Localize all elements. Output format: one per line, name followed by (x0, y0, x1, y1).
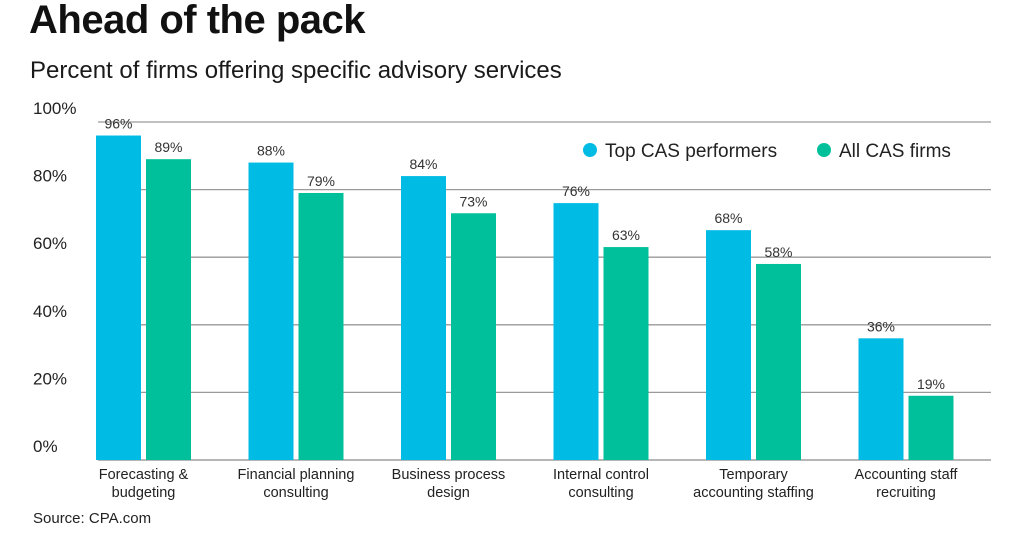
bar (96, 135, 141, 460)
y-tick-label: 0% (33, 437, 58, 456)
y-tick-label: 40% (33, 302, 67, 321)
bar (908, 395, 954, 460)
bar (858, 338, 904, 460)
bar (401, 176, 446, 460)
data-label: 63% (612, 227, 640, 243)
x-tick-label: budgeting (112, 485, 176, 501)
legend-marker (817, 143, 831, 157)
x-tick-label: Forecasting & (99, 467, 189, 483)
data-label: 68% (714, 210, 742, 226)
x-tick-label: Internal control (553, 467, 649, 483)
data-label: 58% (764, 244, 792, 260)
data-label: 73% (459, 193, 487, 209)
data-label: 19% (917, 376, 945, 392)
legend-label: All CAS firms (839, 141, 951, 162)
source-note: Source: CPA.com (33, 510, 152, 527)
x-tick-label: Business process (392, 467, 506, 483)
bar (248, 162, 294, 460)
bar (146, 159, 191, 460)
bar (603, 247, 649, 460)
x-tick-label: Accounting staff (855, 467, 959, 483)
bar (298, 192, 344, 461)
chart-subtitle: Percent of firms offering specific advis… (30, 57, 562, 84)
data-label: 36% (867, 318, 895, 334)
x-tick-label: consulting (568, 485, 633, 501)
x-tick-label: Temporary (719, 467, 788, 483)
x-tick-label: design (427, 485, 470, 501)
bar (553, 203, 599, 460)
y-tick-label: 80% (33, 167, 67, 186)
chart-title: Ahead of the pack (29, 0, 366, 42)
data-label: 89% (154, 139, 182, 155)
bar (706, 230, 751, 460)
data-label: 96% (104, 116, 132, 132)
x-tick-label: Financial planning (238, 467, 355, 483)
x-tick-label: accounting staffing (693, 485, 814, 501)
data-label: 76% (562, 183, 590, 199)
x-tick-label: recruiting (876, 485, 936, 501)
data-label: 88% (257, 143, 285, 159)
legend-marker (583, 143, 597, 157)
y-tick-label: 20% (33, 369, 67, 388)
legend-label: Top CAS performers (605, 141, 777, 162)
y-tick-label: 60% (33, 234, 67, 253)
y-tick-label: 100% (33, 99, 76, 118)
x-tick-label: consulting (263, 485, 328, 501)
bar (756, 263, 801, 460)
bar (451, 213, 496, 460)
data-label: 84% (409, 156, 437, 172)
data-label: 79% (307, 173, 335, 189)
